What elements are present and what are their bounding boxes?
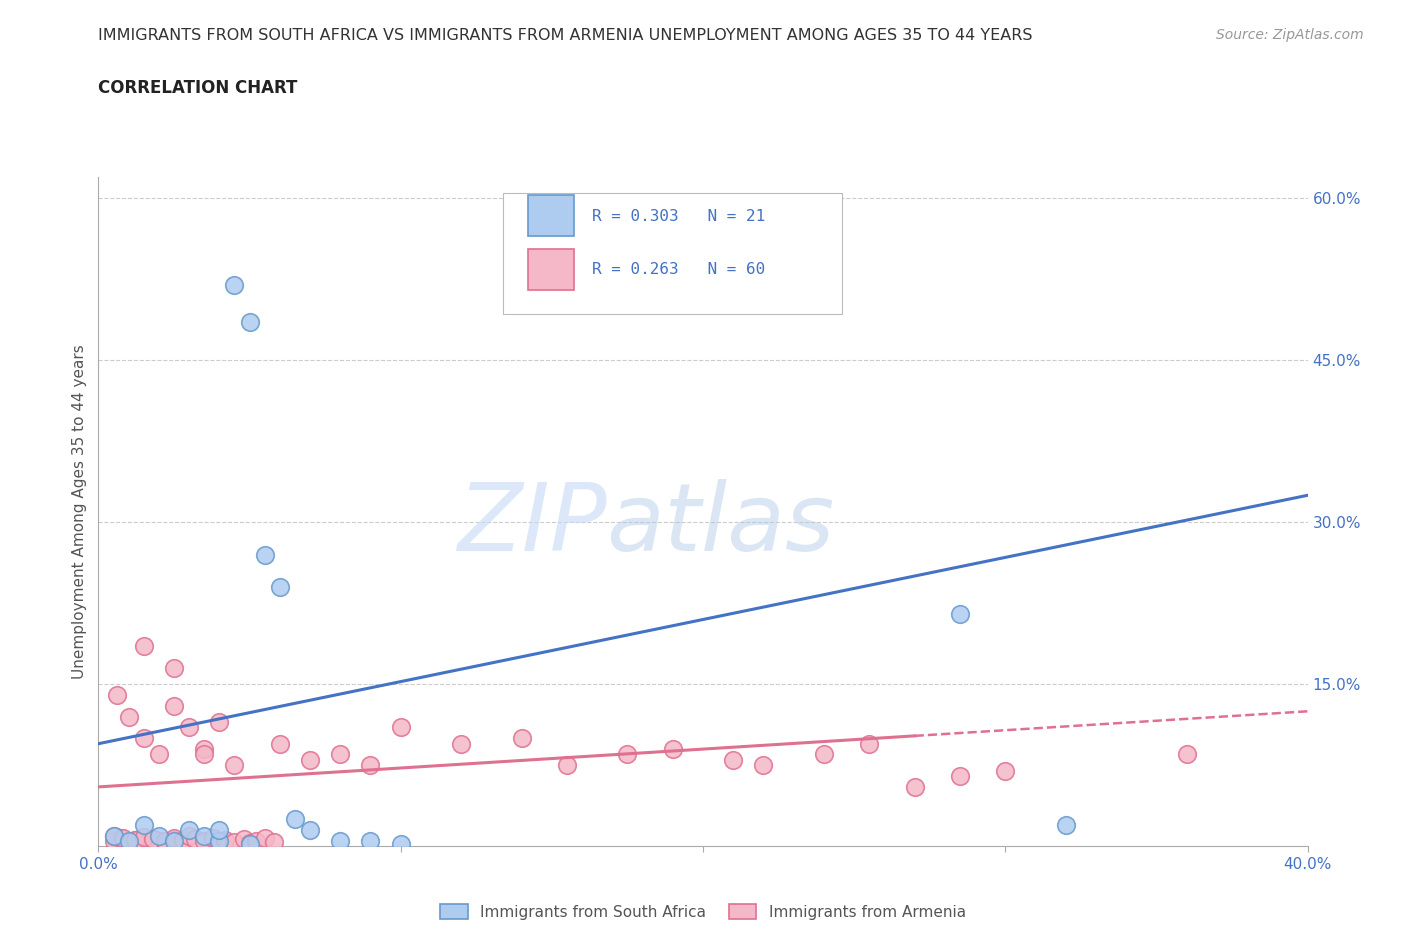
Point [208,836,231,851]
Point [214,832,236,847]
Point [132,731,155,746]
Point [450,737,472,751]
Point [269,737,291,751]
Point [360,833,382,848]
Point [360,758,382,773]
Text: IMMIGRANTS FROM SOUTH AFRICA VS IMMIGRANTS FROM ARMENIA UNEMPLOYMENT AMONG AGES : IMMIGRANTS FROM SOUTH AFRICA VS IMMIGRAN… [98,28,1033,43]
Point [105,687,128,702]
Point [108,830,131,845]
Point [239,315,262,330]
Point [208,833,231,848]
Legend: Immigrants from South Africa, Immigrants from Armenia: Immigrants from South Africa, Immigrants… [434,898,972,925]
Point [132,830,155,844]
Point [118,833,141,848]
Point [179,823,201,838]
Point [148,833,170,848]
Point [118,836,141,851]
Point [132,834,155,849]
Point [202,830,225,845]
Point [1175,747,1198,762]
Point [179,828,201,843]
Point [1054,817,1077,832]
Point [153,833,176,848]
Point [723,752,745,767]
Point [329,747,352,762]
Point [389,837,412,852]
Point [239,837,262,852]
Point [224,834,246,849]
Point [184,831,207,846]
Point [662,741,685,756]
Point [148,747,170,762]
Point [224,277,246,292]
Point [299,823,322,838]
FancyBboxPatch shape [503,193,842,314]
Point [163,830,186,845]
Point [193,828,215,843]
Point [142,831,165,846]
Point [239,836,262,851]
Point [163,833,186,848]
Point [858,737,880,751]
Point [153,836,176,851]
Point [329,833,352,848]
Point [172,832,194,847]
Point [124,832,146,847]
Point [163,660,186,675]
Point [142,831,165,846]
Point [193,747,215,762]
Point [179,720,201,735]
Point [253,547,276,562]
Text: atlas: atlas [606,479,835,570]
Point [103,828,125,843]
Point [103,833,125,848]
Text: CORRELATION CHART: CORRELATION CHART [98,79,298,97]
FancyBboxPatch shape [527,249,574,290]
Point [253,830,276,845]
FancyBboxPatch shape [527,195,574,236]
Point [245,833,267,848]
Point [111,830,134,845]
Point [132,817,155,832]
Text: Source: ZipAtlas.com: Source: ZipAtlas.com [1216,28,1364,42]
Y-axis label: Unemployment Among Ages 35 to 44 years: Unemployment Among Ages 35 to 44 years [72,344,87,679]
Point [132,639,155,654]
Point [163,698,186,713]
Point [949,769,972,784]
Point [148,828,170,843]
Point [269,579,291,594]
Text: R = 0.303   N = 21: R = 0.303 N = 21 [592,208,765,224]
Point [208,823,231,838]
Point [263,834,285,849]
Point [994,764,1017,778]
Point [172,834,194,849]
Point [103,828,125,843]
Point [163,832,186,847]
Text: R = 0.263   N = 60: R = 0.263 N = 60 [592,262,765,277]
Point [616,747,638,762]
Point [224,758,246,773]
Point [118,710,141,724]
Point [752,758,775,773]
Point [510,731,533,746]
Point [193,741,215,756]
Point [124,832,146,847]
Point [208,714,231,729]
Point [193,833,215,848]
Point [813,747,835,762]
Point [949,606,972,621]
Point [904,779,927,794]
Point [284,812,307,827]
Point [555,758,578,773]
Point [232,831,254,846]
Point [389,720,412,735]
Point [299,752,322,767]
Text: ZIP: ZIP [457,479,606,570]
